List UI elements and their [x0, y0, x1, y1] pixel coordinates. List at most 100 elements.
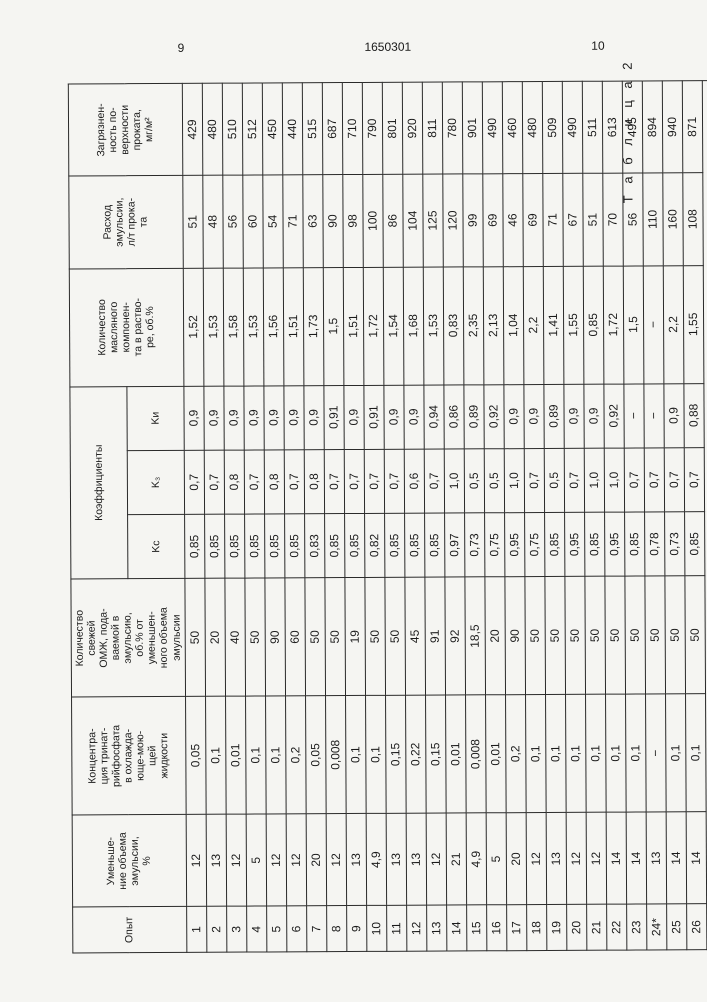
cell-u: 12 — [426, 813, 446, 905]
col-kc: Kс — [127, 514, 184, 579]
cell-z: 460 — [502, 82, 522, 174]
cell-z: 512 — [242, 83, 262, 175]
cell-m: 1,53 — [203, 268, 224, 386]
cell-z: 480 — [202, 83, 222, 175]
cell-ki: 0,91 — [363, 385, 383, 449]
cell-k3: 0,8 — [304, 449, 324, 513]
cell-n: 19 — [546, 905, 566, 951]
cell-o: 50 — [184, 579, 205, 697]
cell-ki: 0,9 — [263, 385, 283, 449]
cell-m: 1,51 — [283, 267, 304, 385]
cell-n: 26 — [686, 904, 706, 950]
cell-ki: 0,9 — [663, 383, 683, 447]
cell-u: 5 — [246, 814, 266, 906]
cell-k3: 1,0 — [444, 449, 464, 513]
col-opyt: Опыт — [73, 907, 187, 953]
cell-ki: − — [643, 383, 663, 447]
cell-kc: 0,83 — [304, 514, 324, 578]
cell-n: 10 — [366, 906, 386, 952]
cell-o: 40 — [224, 578, 245, 696]
cell-c: 0,1 — [365, 696, 386, 814]
col-zagr-label: Загрязнен- ность по- верхности проката, … — [95, 103, 155, 156]
cell-z: 613 — [602, 81, 622, 173]
cell-m: 1,53 — [423, 267, 444, 385]
cell-z: 710 — [342, 82, 362, 174]
cell-c: 0,1 — [525, 695, 546, 813]
cell-ki: 0,91 — [323, 385, 343, 449]
cell-o: 50 — [624, 576, 645, 694]
cell-o: 50 — [564, 577, 585, 695]
cell-n: 12 — [406, 906, 426, 952]
cell-u: 12 — [566, 812, 586, 904]
cell-kc: 0,95 — [604, 512, 624, 576]
cell-c: 0,05 — [305, 696, 326, 814]
cell-o: 50 — [244, 578, 265, 696]
cell-u: 14 — [666, 812, 686, 904]
cell-kc: 0,85 — [264, 514, 284, 578]
cell-r: 51 — [582, 174, 602, 266]
cell-kc: 0,82 — [364, 513, 384, 577]
cell-r: 90 — [322, 175, 342, 267]
cell-o: 50 — [544, 577, 565, 695]
cell-n: 11 — [386, 906, 406, 952]
cell-u: 12 — [586, 812, 606, 904]
col-konc: Концентра- ция тринат- рийфосфата в охла… — [72, 697, 186, 816]
cell-z: 440 — [282, 83, 302, 175]
cell-z: 511 — [582, 81, 602, 173]
cell-r: 104 — [402, 174, 422, 266]
cell-c: 0,22 — [405, 695, 426, 813]
cell-c: 0,008 — [465, 695, 486, 813]
cell-o: 90 — [504, 577, 525, 695]
cell-c: 0,1 — [265, 696, 286, 814]
cell-o: 91 — [424, 577, 445, 695]
cell-z: 780 — [442, 82, 462, 174]
cell-z: 801 — [382, 82, 402, 174]
cell-z: 510 — [222, 83, 242, 175]
cell-c: 0,15 — [385, 695, 406, 813]
cell-kc: 0,85 — [624, 512, 644, 576]
cell-m: 1,51 — [343, 267, 364, 385]
col-kolmasl: Количество масляного компонен- та в раст… — [69, 268, 183, 387]
cell-o: 18,5 — [464, 577, 485, 695]
cell-ki: 0,94 — [423, 385, 443, 449]
cell-n: 20 — [566, 905, 586, 951]
cell-kc: 0,75 — [484, 513, 504, 577]
col-kolmasl-label: Количество масляного компонен- та в раст… — [96, 298, 157, 357]
cell-n: 7 — [306, 906, 326, 952]
cell-ki: 0,9 — [283, 385, 303, 449]
cell-ki: 0,9 — [303, 385, 323, 449]
col-umensh: Уменьше- ние объема эмульсии, % — [72, 815, 186, 908]
cell-r: 48 — [202, 175, 222, 267]
cell-c: 0,01 — [485, 695, 506, 813]
cell-kc: 0,73 — [464, 513, 484, 577]
cell-u: 14 — [686, 812, 706, 904]
cell-o: 50 — [364, 578, 385, 696]
cell-u: 12 — [226, 814, 246, 906]
cell-o: 50 — [384, 577, 405, 695]
cell-n: 13 — [426, 905, 446, 951]
cell-r: 63 — [302, 175, 322, 267]
cell-ki: 0,9 — [383, 385, 403, 449]
cell-u: 4,9 — [366, 814, 386, 906]
cell-m: 2,13 — [483, 266, 504, 384]
cell-ki: 0,9 — [583, 384, 603, 448]
cell-m: 1,04 — [503, 266, 524, 384]
cell-u: 13 — [546, 813, 566, 905]
cell-c: 0,01 — [225, 696, 246, 814]
cell-k3: 0,7 — [524, 448, 544, 512]
cell-m: 0,83 — [443, 267, 464, 385]
cell-k3: 0,5 — [464, 449, 484, 513]
cell-o: 90 — [264, 578, 285, 696]
cell-kc: 0,78 — [644, 512, 664, 576]
cell-c: 0,1 — [345, 696, 366, 814]
cell-m: 2,35 — [463, 266, 484, 384]
cell-m: 1,54 — [383, 267, 404, 385]
cell-o: 20 — [204, 578, 225, 696]
cell-k3: 1,0 — [504, 448, 524, 512]
cell-k3: 1,0 — [584, 448, 604, 512]
cell-n: 17 — [506, 905, 526, 951]
cell-u: 12 — [286, 814, 306, 906]
cell-u: 14 — [626, 812, 646, 904]
cell-c: 0,1 — [205, 696, 226, 814]
cell-n: 6 — [286, 906, 306, 952]
